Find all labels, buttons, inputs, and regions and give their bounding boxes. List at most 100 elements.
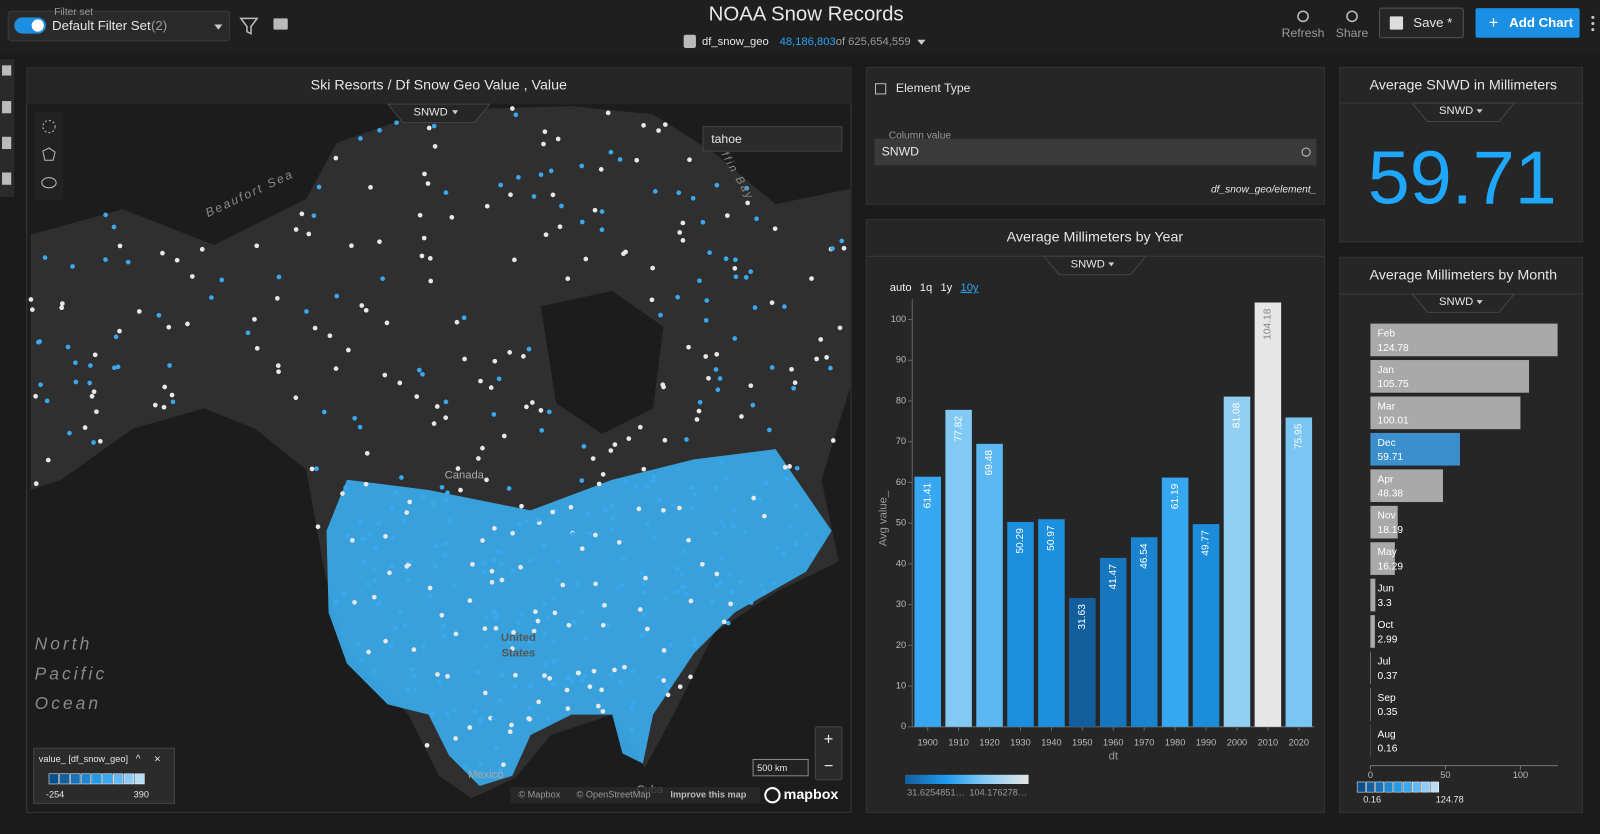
selector-tab[interactable] (1042, 255, 1148, 276)
bar[interactable] (1370, 615, 1375, 648)
selector-tab[interactable] (386, 103, 491, 124)
bar[interactable] (1161, 477, 1189, 727)
bar[interactable] (1069, 597, 1096, 727)
bar[interactable] (945, 409, 972, 727)
bar[interactable] (1370, 360, 1530, 393)
polygon-tool[interactable] (42, 147, 56, 161)
settings-tool[interactable] (2, 101, 12, 114)
clear-filter-icon[interactable] (239, 17, 259, 35)
station-dot (160, 250, 165, 256)
station-dot (452, 584, 457, 589)
attribution[interactable]: © Mapbox (518, 790, 560, 800)
station-dot (560, 582, 566, 588)
save-button[interactable] (1379, 7, 1464, 39)
station-dot (383, 638, 388, 644)
map-search-text[interactable]: tahoe (711, 132, 742, 146)
map-selector[interactable]: SNWD (413, 106, 447, 118)
map-search[interactable] (702, 126, 843, 152)
attribution[interactable]: © OpenStreetMap (577, 790, 651, 800)
station-dot (793, 542, 798, 547)
station-dot (769, 365, 775, 370)
dataset-caret[interactable] (917, 39, 926, 45)
interval-button[interactable]: 10y (960, 282, 978, 294)
station-dot (541, 141, 546, 147)
station-dot (442, 541, 448, 547)
station-dot (408, 559, 413, 564)
station-dot (732, 266, 738, 271)
bar[interactable] (1370, 578, 1376, 612)
station-dot (169, 392, 175, 398)
interval-button[interactable]: 1y (940, 282, 952, 294)
bar[interactable] (976, 443, 1003, 727)
bar[interactable] (1370, 651, 1371, 685)
station-dot (828, 365, 833, 371)
refresh-icon[interactable] (1297, 10, 1309, 23)
bar[interactable] (1370, 542, 1395, 575)
bar[interactable] (1100, 557, 1127, 727)
circle-tool[interactable] (42, 119, 56, 134)
bar[interactable] (914, 476, 941, 727)
bar[interactable] (1370, 323, 1558, 357)
station-dot (30, 307, 35, 312)
bar[interactable] (1285, 417, 1313, 727)
element-value[interactable]: SNWD (882, 144, 920, 158)
bar[interactable] (1223, 396, 1251, 727)
reset-icon[interactable] (1301, 147, 1311, 157)
zoom-out[interactable]: − (824, 757, 834, 775)
add-chart-button[interactable] (1475, 8, 1580, 38)
station-dot (608, 149, 614, 155)
share-icon[interactable] (1346, 10, 1358, 23)
link-tool[interactable] (2, 172, 12, 185)
filter-tool[interactable] (2, 65, 12, 76)
menu-dot (1591, 21, 1595, 26)
bar-value-label: 31.63 (1077, 604, 1088, 630)
bar[interactable] (1038, 519, 1065, 727)
bar[interactable] (1192, 524, 1220, 727)
bar[interactable] (1007, 521, 1034, 727)
station-dot (394, 120, 399, 126)
selector-tab[interactable] (1411, 102, 1516, 122)
bar[interactable] (1254, 302, 1282, 727)
bar[interactable] (1370, 432, 1460, 466)
bar[interactable] (1130, 537, 1158, 727)
year-chart-title: Average Millimeters by Year (1007, 230, 1184, 246)
comment-icon[interactable] (273, 18, 288, 30)
legend-swatch (134, 773, 145, 785)
x-tick-label: 1920 (979, 738, 999, 748)
element-input[interactable] (874, 138, 1317, 166)
zoom-in[interactable]: + (824, 730, 834, 748)
attribution[interactable]: Improve this map (670, 790, 746, 800)
station-dot (713, 584, 719, 590)
interval-button[interactable]: auto (890, 282, 912, 294)
add-chart-label[interactable]: Add Chart (1509, 15, 1574, 30)
refresh-label[interactable]: Refresh (1282, 26, 1325, 40)
station-dot (372, 578, 377, 583)
legend-swatches (48, 773, 145, 785)
caret (1108, 262, 1115, 267)
save-label[interactable]: Save * (1413, 15, 1452, 30)
palette-tool[interactable] (2, 136, 12, 150)
share-label[interactable]: Share (1336, 26, 1369, 40)
interval-button[interactable]: 1q (920, 282, 932, 294)
zoom-control (814, 726, 843, 781)
lasso-tool[interactable] (41, 177, 57, 189)
station-dot (412, 674, 417, 679)
bar[interactable] (1370, 505, 1398, 539)
legend-collapse[interactable]: ^ (136, 754, 141, 765)
station-dot (427, 594, 433, 600)
station-dot (475, 669, 480, 675)
legend-close[interactable]: × (154, 753, 161, 765)
station-dot (651, 534, 657, 540)
bar[interactable] (1370, 688, 1371, 721)
month-selector[interactable]: SNWD (1439, 296, 1473, 308)
legend-swatch (1430, 781, 1440, 793)
station-dot (453, 631, 459, 637)
station-dot (373, 545, 379, 551)
year-selector[interactable]: SNWD (1071, 258, 1105, 270)
menu-dot[interactable] (1591, 15, 1595, 19)
filter-set-dropdown[interactable] (7, 10, 231, 42)
selector-tab[interactable] (1411, 293, 1516, 313)
kpi-selector[interactable]: SNWD (1439, 105, 1473, 117)
bar[interactable] (1370, 396, 1521, 430)
bar[interactable] (1370, 469, 1443, 503)
